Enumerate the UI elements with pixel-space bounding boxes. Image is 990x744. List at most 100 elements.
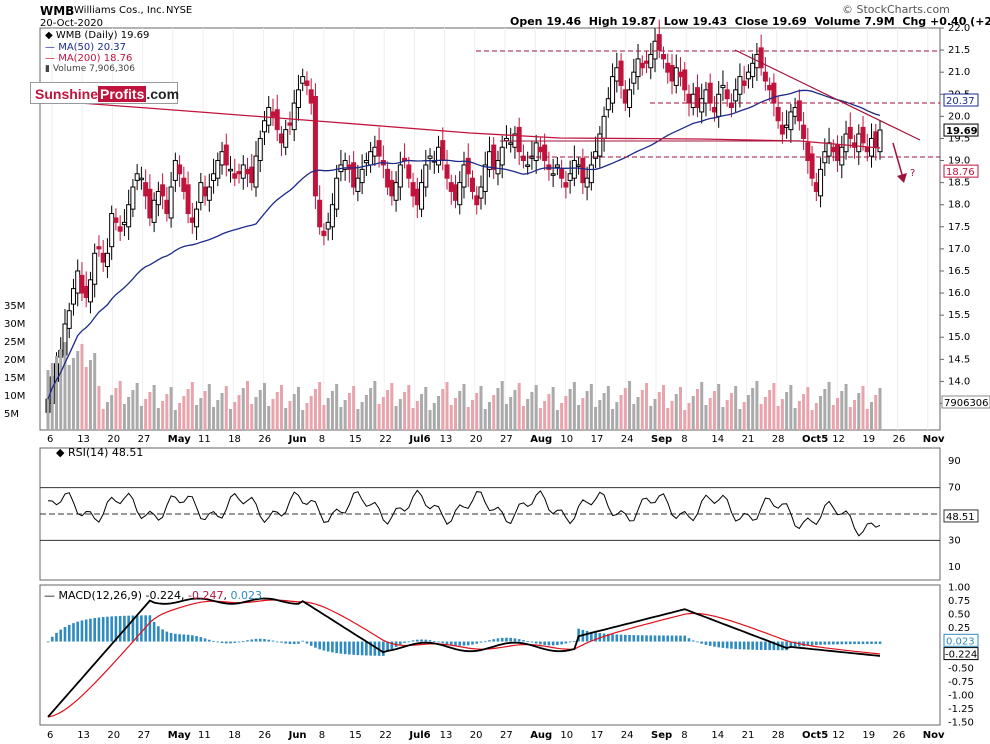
candle-body bbox=[669, 65, 675, 82]
macd-histogram-bar bbox=[848, 641, 852, 645]
candle-body bbox=[257, 137, 263, 162]
volume-bar bbox=[169, 387, 173, 430]
macd-histogram-bar bbox=[590, 631, 593, 642]
macd-histogram-bar bbox=[309, 641, 313, 646]
volume-bar bbox=[339, 407, 343, 430]
volume-bar bbox=[874, 395, 878, 430]
price-tick-label: 21.0 bbox=[948, 67, 970, 78]
macd-histogram-bar bbox=[500, 637, 504, 642]
macd-histogram-bar bbox=[80, 620, 84, 642]
x-axis-label-bottom: 12 bbox=[832, 730, 845, 741]
volume-bar bbox=[810, 410, 814, 430]
macd-histogram-bar bbox=[212, 641, 215, 642]
legend-volume-label: Volume 7,906,306 bbox=[52, 64, 135, 74]
macd-histogram-bar bbox=[844, 641, 848, 645]
volume-bar bbox=[403, 392, 407, 430]
macd-histogram-bar bbox=[339, 641, 343, 654]
volume-bar bbox=[279, 385, 283, 430]
candle-body bbox=[631, 71, 637, 84]
candle-body bbox=[70, 288, 76, 305]
macd-histogram-bar bbox=[220, 641, 224, 644]
macd-histogram-bar bbox=[547, 641, 551, 646]
volume-tick-label: 30M bbox=[4, 319, 25, 330]
candle-body bbox=[376, 140, 382, 157]
volume-bar bbox=[88, 360, 92, 430]
candle-body bbox=[287, 122, 293, 126]
volume-bar bbox=[534, 385, 538, 430]
candle-body bbox=[427, 155, 433, 159]
macd-histogram-bar bbox=[827, 641, 831, 645]
x-axis-label-bottom: Jun bbox=[288, 730, 307, 741]
macd-histogram-bar bbox=[428, 640, 432, 642]
candle-body bbox=[245, 168, 251, 175]
macd-histogram-bar bbox=[568, 641, 572, 643]
candle-body bbox=[143, 182, 149, 197]
macd-histogram-bar bbox=[186, 634, 190, 642]
macd-histogram-bar bbox=[411, 640, 415, 642]
volume-bar bbox=[449, 405, 453, 430]
volume-bar bbox=[216, 400, 220, 430]
volume-bar bbox=[318, 382, 322, 430]
x-axis-label-bottom: 11 bbox=[198, 730, 211, 741]
volume-bar bbox=[666, 408, 670, 430]
volume-bar bbox=[296, 387, 300, 430]
volume-bar bbox=[394, 406, 398, 430]
x-axis-label-bottom: 20 bbox=[470, 730, 483, 741]
legend-ma200-label: MA(200) 18.76 bbox=[58, 53, 133, 64]
volume-bar bbox=[504, 404, 508, 430]
x-axis-label: Aug bbox=[530, 434, 552, 445]
volume-bar bbox=[326, 398, 330, 430]
volume-bar bbox=[347, 393, 351, 430]
candle-body bbox=[771, 82, 777, 104]
candle-body bbox=[860, 126, 866, 144]
macd-histogram-bar bbox=[471, 641, 474, 645]
price-tick-label: 16.0 bbox=[948, 288, 970, 299]
x-axis-label: 8 bbox=[319, 434, 325, 445]
volume-bar bbox=[288, 401, 292, 430]
candle-body bbox=[516, 126, 522, 153]
candle-body bbox=[542, 144, 548, 162]
candle-body bbox=[406, 164, 412, 179]
volume-bar bbox=[636, 397, 640, 430]
macd-histogram-bar bbox=[229, 641, 232, 644]
macd-histogram-bar bbox=[717, 641, 720, 648]
macd-histogram-bar bbox=[640, 635, 644, 642]
macd-value: -0.224 bbox=[145, 589, 182, 602]
trendline bbox=[734, 49, 921, 141]
candle-body bbox=[767, 84, 773, 91]
volume-bar bbox=[598, 400, 602, 430]
macd-histogram-bar bbox=[725, 641, 729, 649]
macd-histogram-bar bbox=[522, 640, 525, 642]
volume-bar bbox=[305, 403, 309, 430]
price-label-ma200: 18.76 bbox=[946, 167, 975, 178]
macd-histogram-bar bbox=[165, 631, 169, 642]
volume-bar bbox=[182, 396, 186, 430]
macd-histogram-bar bbox=[267, 639, 271, 642]
candle-body bbox=[839, 146, 845, 166]
volume-bar bbox=[322, 405, 326, 430]
volume-bar bbox=[840, 391, 844, 430]
macd-histogram-bar bbox=[806, 641, 810, 646]
macd-histogram-bar bbox=[399, 641, 402, 645]
volume-bar bbox=[97, 386, 101, 430]
candle-body bbox=[194, 208, 200, 228]
volume-bar bbox=[229, 409, 233, 430]
volume-bar bbox=[50, 363, 54, 430]
x-axis-label: Nov bbox=[923, 434, 945, 445]
volume-bar bbox=[657, 392, 661, 430]
macd-histogram-bar bbox=[118, 615, 122, 642]
candle-body bbox=[584, 177, 590, 188]
volume-bar bbox=[742, 402, 746, 430]
volume-bar bbox=[606, 386, 610, 430]
macd-histogram-bar bbox=[708, 641, 712, 646]
price-tick-label: 15.5 bbox=[948, 310, 970, 321]
candle-body bbox=[385, 168, 391, 188]
candle-body bbox=[690, 93, 696, 109]
macd-hist-value: 0.023 bbox=[230, 589, 262, 602]
macd-histogram-bar bbox=[687, 638, 691, 642]
volume-bar bbox=[763, 397, 767, 430]
macd-histogram-bar bbox=[369, 641, 372, 656]
macd-tick-label: 0.75 bbox=[948, 596, 970, 607]
macd-histogram-bar bbox=[365, 641, 368, 656]
candle-body bbox=[482, 164, 488, 192]
